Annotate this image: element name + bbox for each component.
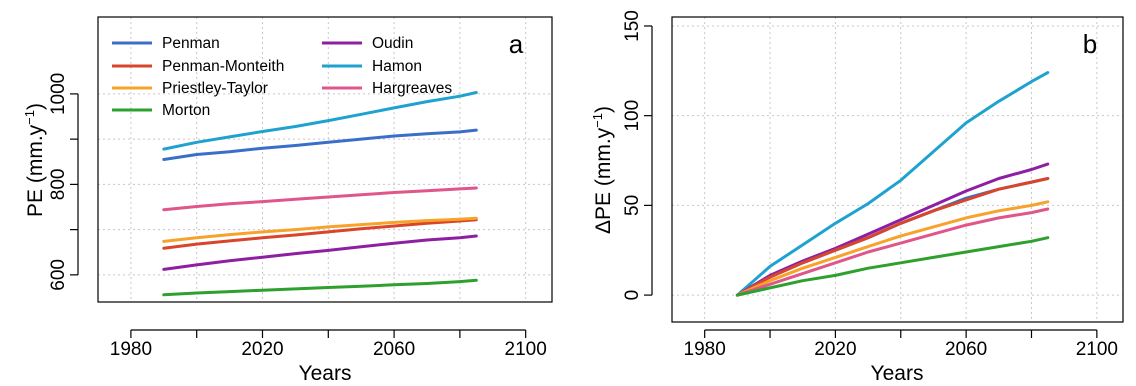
legend-label-morton: Morton bbox=[162, 102, 210, 119]
panel-a-x-tick-label-1980: 1980 bbox=[110, 339, 152, 360]
panel-a-grid bbox=[98, 17, 552, 302]
panel-b-x-axis-title: Years bbox=[871, 362, 924, 385]
panel-b-plot-frame bbox=[671, 16, 1124, 323]
panel-a-x-ticks: 1980 2020 2060 2100 bbox=[110, 329, 547, 360]
panel-a-x-axis-title: Years bbox=[299, 362, 352, 385]
panel-a-series-penman bbox=[162, 128, 478, 161]
panel-a-pe-chart: 1980 2020 2060 2100 600 800 1000 Years PE (mm… bbox=[22, 16, 553, 385]
panel-b-y-ticks: 0 50 100 150 bbox=[622, 10, 653, 301]
panel-a-y-tick-label-600: 600 bbox=[48, 259, 69, 291]
panel-b-series-priestley-taylor bbox=[735, 200, 1050, 297]
panel-b-x-tick-label-2020: 2020 bbox=[814, 339, 856, 360]
panel-b-x-ticks: 1980 2020 2060 2100 bbox=[684, 329, 1118, 360]
legend-label-hargreaves: Hargreaves bbox=[372, 80, 452, 97]
panel-a-x-tick-label-2060: 2060 bbox=[373, 339, 415, 360]
panel-a-series-morton bbox=[162, 278, 478, 297]
panel-a-x-tick-label-2100: 2100 bbox=[505, 339, 547, 360]
panel-b-letter: b bbox=[1083, 29, 1097, 59]
panel-a-y-ticks: 600 800 1000 bbox=[48, 73, 79, 291]
legend-label-hamon: Hamon bbox=[372, 58, 422, 75]
panel-a-letter: a bbox=[509, 29, 524, 59]
legend-label-oudin: Oudin bbox=[372, 35, 413, 52]
panel-b-y-axis-close: ) bbox=[592, 106, 615, 113]
panel-b-series-penman bbox=[735, 177, 1050, 297]
panel-b-y-axis-title: ΔPE (mm.y−1) bbox=[590, 106, 615, 234]
panel-b-y-tick-label-150: 150 bbox=[622, 10, 643, 42]
panel-a-series-penman-monteith bbox=[162, 218, 478, 250]
panel-a-series-oudin bbox=[162, 234, 478, 271]
panel-b-y-tick-label-0: 0 bbox=[622, 290, 643, 301]
panel-b-y-tick-label-50: 50 bbox=[622, 195, 643, 216]
panel-b-y-axis-text: ΔPE (mm.y bbox=[592, 127, 615, 234]
panel-a-x-tick-label-2020: 2020 bbox=[241, 339, 283, 360]
panel-b-series-morton bbox=[735, 236, 1050, 297]
panel-a-series-hargreaves bbox=[162, 186, 478, 212]
panel-a-y-tick-label-1000: 1000 bbox=[48, 73, 69, 115]
panel-a-y-axis-superscript: −1 bbox=[22, 110, 37, 125]
panel-b-series-oudin bbox=[735, 162, 1050, 297]
panel-a-series-hamon bbox=[162, 91, 478, 151]
panel-a-legend: Penman Penman-Monteith Priestley-Taylor Mor… bbox=[112, 35, 452, 119]
legend-label-penman-monteith: Penman-Monteith bbox=[162, 58, 284, 75]
panel-b-y-tick-label-100: 100 bbox=[622, 100, 643, 132]
panel-a-y-axis-close: ) bbox=[24, 103, 47, 110]
panel-a-y-axis-title: PE (mm.y−1) bbox=[22, 103, 47, 217]
panel-a-series-lines bbox=[162, 91, 478, 297]
panel-b-series-penman-monteith bbox=[735, 177, 1050, 297]
panel-a-y-tick-label-800: 800 bbox=[48, 169, 69, 201]
panel-b-series-hamon bbox=[735, 71, 1050, 297]
panel-a-series-priestley-taylor bbox=[162, 216, 478, 243]
legend-label-priestley-taylor: Priestley-Taylor bbox=[162, 80, 268, 97]
legend-label-penman: Penman bbox=[162, 35, 220, 52]
panel-b-x-tick-label-2100: 2100 bbox=[1076, 339, 1118, 360]
panel-a-y-axis-text: PE (mm.y bbox=[24, 124, 47, 217]
panel-b-grid bbox=[672, 17, 1123, 322]
panel-b-y-axis-superscript: −1 bbox=[590, 113, 605, 128]
panel-b-series-lines bbox=[735, 71, 1050, 297]
panel-a-plot-frame bbox=[97, 16, 553, 303]
panel-b-series-hargreaves bbox=[735, 207, 1050, 297]
panel-b-x-tick-label-2060: 2060 bbox=[945, 339, 987, 360]
panel-b-delta-pe-chart: 1980 2020 2060 2100 0 50 100 150 Years ΔPE (mm… bbox=[590, 10, 1124, 385]
panel-b-x-tick-label-1980: 1980 bbox=[684, 339, 726, 360]
